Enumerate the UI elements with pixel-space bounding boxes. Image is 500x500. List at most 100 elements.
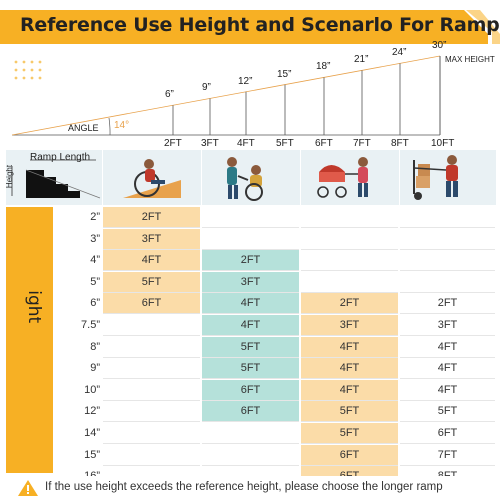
ramp-length-cell (202, 207, 299, 228)
ramp-length-cell: 6FT (202, 379, 299, 401)
ramp-length-cell: 4FT (400, 337, 495, 358)
ramp-length-cell (301, 250, 398, 272)
ramp-length-cell: 4FT (400, 358, 495, 380)
header-stroller (301, 150, 400, 205)
ramp-length-cell (103, 380, 200, 401)
assisted-wheelchair-icon (227, 157, 263, 201)
ramp-length-cell (301, 272, 398, 293)
ramp-length-cell: 3FT (301, 315, 398, 336)
ramp-length-cell (202, 423, 299, 444)
wheelchair-ramp-icon (123, 159, 181, 198)
height-value: 10” (84, 383, 100, 396)
ramp-length-cell (202, 445, 299, 466)
ramp-length-tick-label: 8FT (391, 138, 409, 149)
ramp-height-label: 30” (432, 40, 447, 51)
ramp-height-label: 6” (165, 89, 174, 101)
ramp-length-cell (301, 229, 398, 250)
ramp-height-label: 9” (202, 82, 211, 94)
ramp-length-cell (400, 229, 495, 250)
height-value: 6” (90, 297, 100, 310)
ramp-height-label: 18” (316, 61, 331, 73)
ramp-length-cell (103, 315, 200, 336)
ramp-length-cell: 4FT (103, 250, 200, 272)
ramp-length-cell: 4FT (301, 358, 398, 380)
ramp-length-cell: 2FT (301, 293, 398, 315)
ramp-length-cell: 4FT (301, 379, 398, 401)
height-value: 9” (90, 362, 100, 375)
ramp-length-cell: 5FT (103, 271, 200, 293)
header-assisted (202, 150, 301, 205)
height-value: 7.5” (81, 319, 100, 331)
footer-bar (0, 476, 500, 500)
ramp-length-cell: 4FT (400, 380, 495, 401)
ramp-length-cell: 6FT (202, 401, 299, 423)
ramp-length-cell (202, 229, 299, 250)
ramp-length-cell: 6FT (103, 293, 200, 315)
ramp-length-cell: 5FT (400, 401, 495, 423)
ramp-length-cell (400, 207, 495, 228)
ramp-slope (11, 55, 441, 136)
ramp-length-cell (103, 445, 200, 466)
angle-arc (108, 117, 111, 136)
ramp-diagram (11, 55, 441, 136)
height-side-bar (6, 207, 53, 473)
svg-text:Height: Height (24, 290, 44, 324)
ramp-length-cell (103, 358, 200, 380)
ramp-length-label: Ramp Length (30, 152, 91, 163)
height-value: 12” (84, 405, 100, 418)
ramp-length-cell (103, 401, 200, 423)
height-value: 3” (90, 232, 100, 245)
ramp-length-cell: 2FT (400, 293, 495, 315)
ramp-length-cell (400, 250, 495, 272)
height-value: 14” (84, 427, 100, 439)
angle-value: 14° (114, 120, 130, 131)
ramp-length-cell (103, 337, 200, 358)
height-side-label: Height (24, 290, 44, 324)
ramp-length-cell: 4FT (202, 315, 299, 336)
ramp-length-cell: 5FT (301, 401, 398, 423)
height-value: 5” (90, 275, 100, 288)
stairs-icon (11, 159, 101, 199)
ramp-length-tick-label: 6FT (315, 138, 333, 149)
ramp-height-label: 15” (277, 68, 292, 80)
header-legend: Ramp Length Height (5, 150, 103, 205)
stroller-icon (317, 157, 368, 198)
max-height-label: MAX HEIGHT (445, 55, 495, 64)
height-axis-label: Height (5, 164, 15, 189)
ramp-length-cell (103, 423, 200, 444)
height-value: 4” (90, 254, 100, 267)
ramp-length-tick-label: 3FT (201, 138, 219, 149)
ramp-length-cell: 7FT (400, 445, 495, 466)
ramp-length-tick-label: 7FT (353, 138, 371, 149)
ramp-length-cell (400, 272, 495, 293)
ramp-length-cell: 6FT (400, 423, 495, 444)
ramp-length-cell: 4FT (202, 293, 299, 315)
ramp-length-cell: 3FT (103, 228, 200, 250)
ramp-length-tick-label: 5FT (276, 138, 294, 149)
height-value: 8” (90, 340, 100, 353)
ramp-length-cell: 2FT (103, 207, 200, 228)
ramp-length-cell: 4FT (301, 336, 398, 358)
ramp-length-cell: 5FT (202, 358, 299, 380)
ramp-length-cell: 5FT (301, 423, 398, 444)
banner-shape (0, 10, 500, 44)
ramp-length-cell: 6FT (301, 444, 398, 466)
decorative-dots (14, 60, 42, 80)
ramp-length-cell: 3FT (202, 271, 299, 293)
ramp-length-cell: 3FT (400, 315, 495, 336)
ramp-length-tick-label: 4FT (237, 138, 255, 149)
height-value: 2” (90, 211, 100, 223)
title-banner: Reference Use Height and Scenarlo For Ra… (0, 0, 500, 52)
ramp-length-cell: 5FT (202, 336, 299, 358)
page-title: Reference Use Height and Scenarlo For Ra… (20, 14, 500, 36)
header-wheelchair (103, 150, 202, 205)
height-value: 15” (84, 448, 100, 461)
angle-label: ANGLE (68, 123, 99, 133)
footer-note: If the use height exceeds the reference … (45, 481, 443, 493)
ramp-height-label: 21” (354, 54, 369, 66)
ramp-length-tick-label: 2FT (164, 138, 182, 149)
hand-truck-icon (413, 155, 458, 200)
ramp-length-cell: 2FT (202, 250, 299, 272)
ramp-length-tick-label: 10FT (431, 138, 455, 149)
ramp-height-label: 24” (392, 47, 407, 59)
